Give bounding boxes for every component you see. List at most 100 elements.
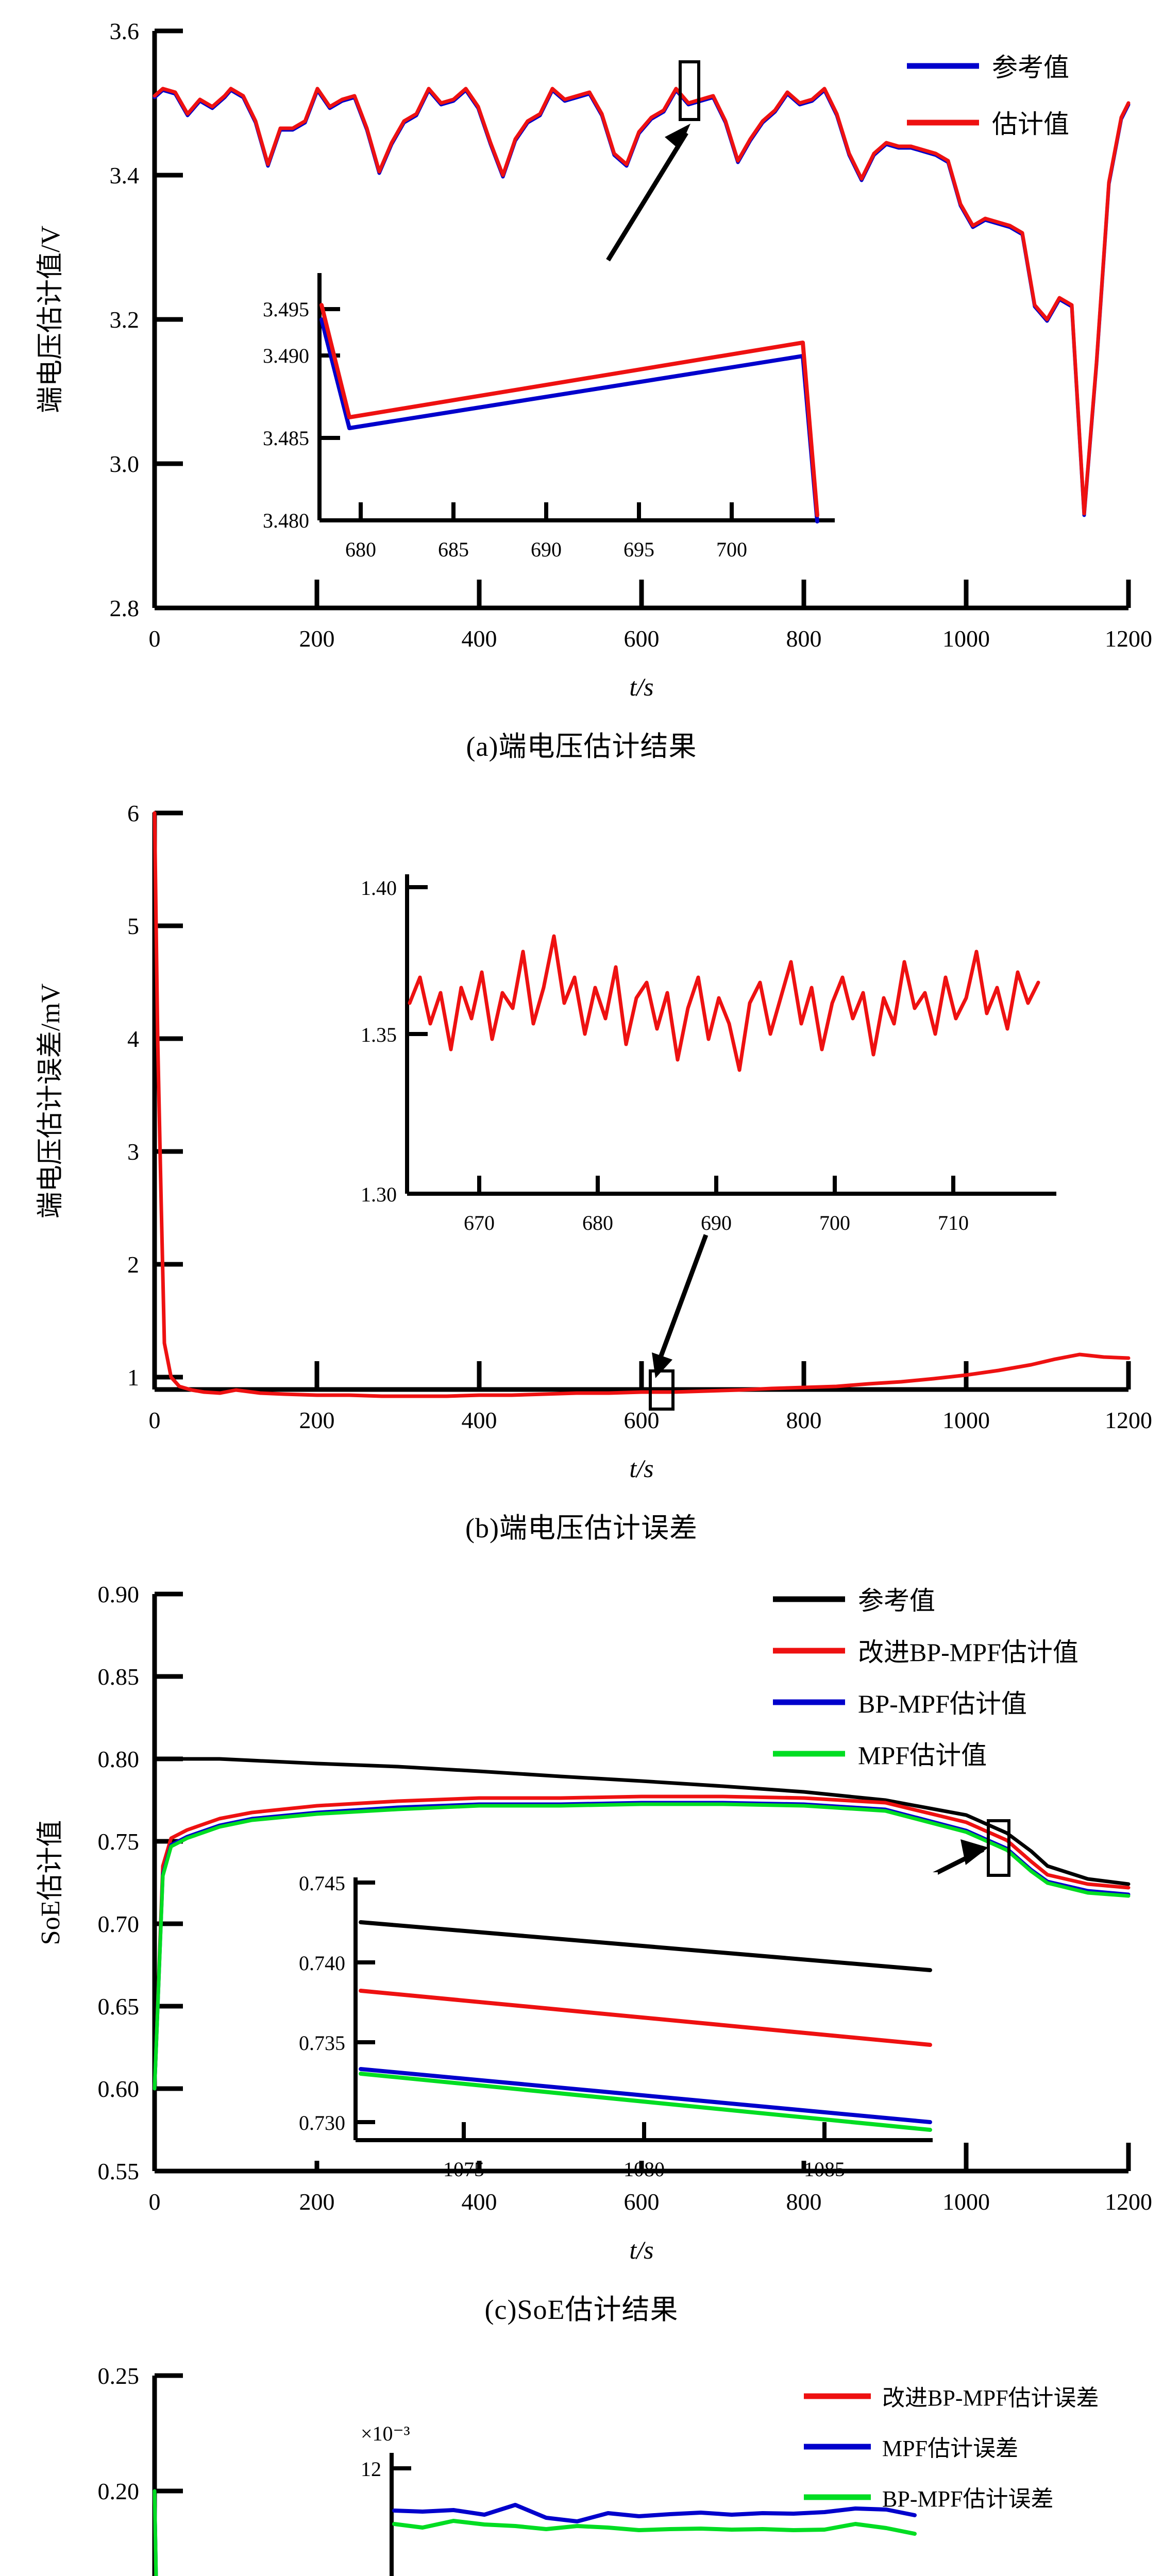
panel-a-inset-ytick-2: 3.490 [263,344,309,367]
panel-a-inset-xtick-3: 695 [623,538,654,561]
panel-c-series-mpf [153,1802,1131,2091]
panel-d-legend-label-0: 改进BP-MPF估计误差 [882,2385,1099,2411]
panel-b-xtick-3: 600 [624,1407,660,1433]
panel-c-plot: 0.55 0.60 0.65 0.70 0.75 0.80 0.85 0.90 … [36,1581,1152,2264]
panel-b-inset-ytick-0: 1.30 [361,1183,397,1206]
panel-c-ytick-4: 0.75 [98,1828,140,1855]
panel-d-ytick-5: 0.25 [98,2363,140,2389]
panel-b-xtick-6: 1200 [1105,1407,1152,1433]
panel-c-xtick-4: 800 [786,2189,822,2215]
panel-a-yaxis-label: 端电压估计值/V [36,226,65,413]
panel-d-inset-series-mpf [392,2503,917,2523]
panel-c-ytick-6: 0.85 [98,1664,140,1690]
panel-c-inset-ytick-2: 0.740 [299,1952,345,1975]
panel-c-ytick-7: 0.90 [98,1581,140,1607]
panel-b-series-error [153,811,1131,1398]
panel-c-inset-ytick-3: 0.745 [299,1872,345,1895]
panel-a-legend: 参考值 估计值 [907,53,1069,139]
panel-b-inset-xtick-4: 710 [938,1211,969,1234]
panel-c-xtick-3: 600 [624,2189,660,2215]
panel-b-inset-xtick-0: 670 [464,1211,495,1234]
panel-b-inset-xtick-3: 700 [819,1211,850,1234]
panel-a-ytick-2: 3.2 [110,307,140,333]
panel-a-ytick-0: 2.8 [110,595,140,621]
panel-a-xtick-2: 400 [462,625,497,652]
panel-a-inset-series-estimate [319,303,819,517]
panel-a-inset-xtick-1: 685 [438,538,469,561]
panel-c-ytick-3: 0.70 [98,1911,140,1937]
panel-a-inset: 3.480 3.485 3.490 3.495 680 685 690 695 … [263,268,835,561]
panel-d-inset-exponent: ×10⁻³ [361,2422,410,2445]
panel-c-inset-series-bpmpf [359,2067,932,2124]
panel-c-xtick-0: 0 [149,2189,161,2215]
panel-c-inset-series-mpf [359,2072,932,2132]
panel-b-xtick-5: 1000 [942,1407,990,1433]
panel-c-xtick-6: 1200 [1105,2189,1152,2215]
panel-d: 0.00 0.05 0.10 0.15 0.20 0.25 0 200 400 … [0,2345,1163,2576]
panel-d-inset-ytick-3: 12 [361,2458,381,2481]
panel-d-plot: 0.00 0.05 0.10 0.15 0.20 0.25 0 200 400 … [98,2363,1099,2576]
panel-a-xtick-3: 600 [624,625,660,652]
panel-c-ytick-1: 0.60 [98,2076,140,2102]
panel-b-inset-xtick-1: 680 [582,1211,613,1234]
panel-b-ytick-4: 5 [127,913,139,939]
panel-c-legend-label-1: 改进BP-MPF估计值 [858,1638,1078,1667]
panel-d-inset-series-bpmpf [392,2519,917,2536]
panel-b-xaxis-label: t/s [629,1454,653,1483]
panel-b-ytick-1: 2 [127,1251,139,1278]
panel-a-inset-ytick-1: 3.485 [263,427,309,450]
panel-b-caption: (b)端电压估计误差 [465,1513,698,1544]
panel-c-inset-xtick-0: 1075 [443,2158,484,2181]
panel-c-xtick-2: 400 [462,2189,497,2215]
panel-c-inset-ytick-0: 0.730 [299,2111,345,2134]
panel-d-ytick-4: 0.20 [98,2478,140,2504]
panel-a-axes [152,28,1131,611]
panel-c-xtick-5: 1000 [942,2189,990,2215]
panel-c-inset-xtick-1: 1080 [623,2158,665,2181]
panel-c-legend: 参考值 改进BP-MPF估计值 BP-MPF估计值 MPF估计值 [773,1586,1078,1770]
panel-b-xtick-4: 800 [786,1407,822,1433]
panel-b-inset-ytick-2: 1.40 [361,876,397,900]
panel-b: 1 2 3 4 5 6 0 200 400 600 800 1000 1200 … [0,782,1163,1563]
panel-c-zoom-box [987,1819,1010,1877]
panel-a-series-estimate [153,87,1131,516]
panel-a-inset-ytick-3: 3.495 [263,298,309,321]
panel-c-series-improved [153,1794,1131,2091]
panel-a-inset-xtick-4: 700 [716,538,747,561]
panel-a-ytick-1: 3.0 [110,451,140,477]
panel-a-plot: 2.8 3.0 3.2 3.4 3.6 0 200 400 600 800 10… [36,18,1152,701]
panel-c-xtick-1: 200 [299,2189,335,2215]
panel-b-inset-series-error [408,934,1040,1072]
panel-c-series-group [153,1757,1131,2091]
panel-b-plot: 1 2 3 4 5 6 0 200 400 600 800 1000 1200 … [36,800,1152,1483]
panel-a-zoom-arrow [606,124,690,262]
panel-c-ytick-2: 0.65 [98,1993,140,2020]
panel-a-ytick-4: 3.6 [110,18,140,44]
panel-c-inset-xtick-2: 1085 [804,2158,845,2181]
panel-b-inset-xtick-2: 690 [701,1211,732,1234]
panel-a-legend-label-1: 估计值 [992,110,1069,139]
panel-a-zoom-box [679,60,700,121]
panel-b-xtick-1: 200 [299,1407,335,1433]
panel-c-inset-series-improved [359,1989,932,2047]
panel-a-inset-ytick-0: 3.480 [263,509,309,532]
panel-b-inset-ytick-1: 1.35 [361,1023,397,1046]
panel-d-legend-label-1: MPF估计误差 [882,2436,1018,2461]
panel-a-inset-xtick-2: 690 [531,538,562,561]
panel-c: 0.55 0.60 0.65 0.70 0.75 0.80 0.85 0.90 … [0,1563,1163,2345]
panel-a-xaxis-label: t/s [629,672,653,701]
panel-c-inset: 0.730 0.735 0.740 0.745 1075 1080 1085 [299,1872,938,2181]
panel-b-zoom-arrow [652,1234,709,1378]
panel-d-legend: 改进BP-MPF估计误差 MPF估计误差 BP-MPF估计误差 [804,2385,1099,2512]
panel-c-legend-label-0: 参考值 [858,1586,935,1615]
panel-a-xtick-5: 1000 [942,625,990,652]
panel-b-xtick-0: 0 [149,1407,161,1433]
panel-b-ytick-2: 3 [127,1139,139,1165]
panel-d-inset: ×10⁻³ 6 8 10 12 820 825 830 835 [309,2406,917,2576]
panel-a-xtick-1: 200 [299,625,335,652]
panel-d-axes [152,2373,183,2576]
panel-c-inset-series-reference [359,1920,932,1972]
panel-c-series-reference [153,1757,1131,1886]
panel-b-axes [152,810,1131,1392]
